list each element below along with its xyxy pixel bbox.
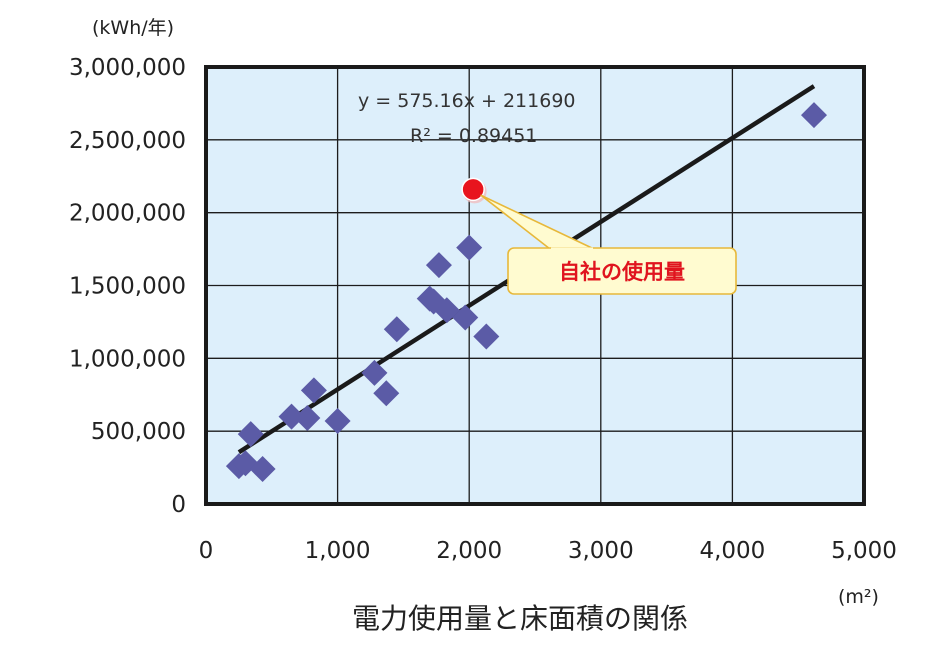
- y-axis-unit-label: (kWh/年): [92, 17, 174, 39]
- callout-label: 自社の使用量: [559, 260, 685, 284]
- chart-title: 電力使用量と床面積の関係: [352, 602, 688, 635]
- y-tick-label-6: 3,000,000: [69, 55, 186, 81]
- data-point-0-9: [373, 380, 400, 407]
- x-axis-unit-label: (m²): [838, 586, 879, 608]
- y-tick-label-2: 1,000,000: [69, 346, 186, 372]
- y-tick-label-5: 2,500,000: [69, 128, 186, 154]
- data-point-0-4: [278, 403, 305, 430]
- callout-annotation: 自社の使用量: [480, 194, 737, 295]
- x-tick-label-0: 0: [199, 538, 214, 564]
- data-point-0-5: [294, 405, 321, 432]
- data-point-0-8: [361, 359, 388, 386]
- y-tick-label-1: 500,000: [91, 419, 186, 445]
- callout-box: [507, 247, 737, 295]
- x-tick-label-5: 5,000: [831, 538, 897, 564]
- y-tick-label-3: 1,500,000: [69, 274, 186, 300]
- x-tick-label-1: 1,000: [305, 538, 371, 564]
- data-point-0-6: [300, 377, 327, 404]
- data-point-0-1: [232, 450, 259, 477]
- x-tick-label-3: 3,000: [568, 538, 634, 564]
- data-point-0-3: [249, 456, 276, 483]
- y-tick-labels: 0 500,000 1,000,000 1,500,000 2,000,000 2,500…: [69, 55, 186, 518]
- x-tick-label-4: 4,000: [699, 538, 765, 564]
- y-tick-label-0: 0: [171, 492, 186, 518]
- x-tick-label-2: 2,000: [436, 538, 502, 564]
- y-tick-label-4: 2,000,000: [69, 201, 186, 227]
- data-point-0-7: [324, 407, 351, 434]
- data-point-0-18: [800, 102, 827, 129]
- data-point-0-17: [473, 323, 500, 350]
- data-point-0-13: [425, 252, 452, 279]
- trendline-r-squared: R² = 0.89451: [410, 125, 537, 147]
- x-tick-labels: 0 1,000 2,000 3,000 4,000 5,000: [199, 538, 897, 564]
- trendline-equation: y = 575.16x + 211690: [358, 90, 576, 112]
- data-point-0-2: [237, 421, 264, 448]
- data-point-0-10: [383, 316, 410, 343]
- callout-pointer-seam: [551, 247, 593, 251]
- data-point-0-16: [456, 234, 483, 261]
- data-points: [225, 102, 827, 483]
- plot-frame: [204, 65, 866, 506]
- data-point-0-15: [452, 304, 479, 331]
- data-point-1-0: [461, 177, 485, 202]
